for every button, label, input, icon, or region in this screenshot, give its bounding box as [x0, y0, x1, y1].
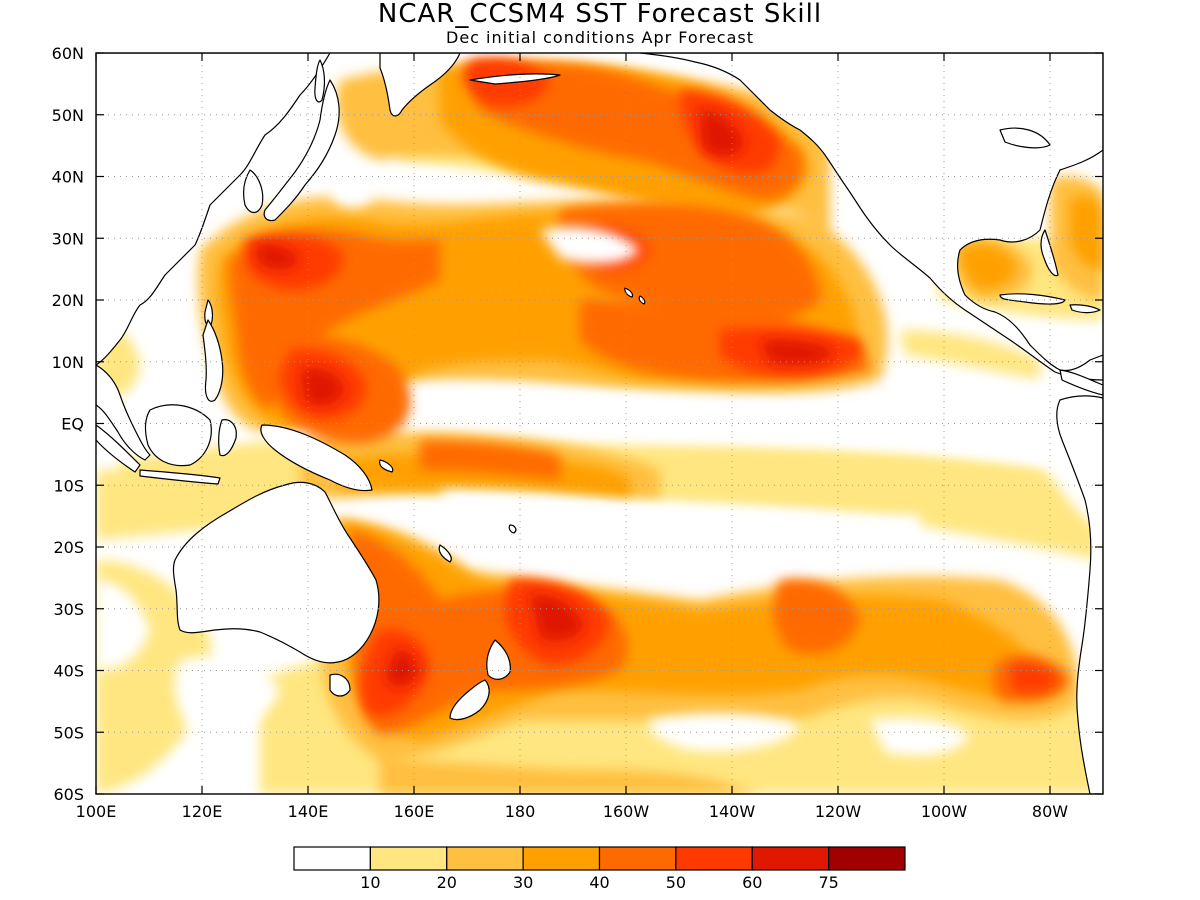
coastlines	[96, 53, 1103, 794]
legend-swatch-6	[751, 846, 830, 871]
legend-label-5: 60	[742, 873, 762, 892]
x-tick-label-3: 160E	[394, 802, 435, 821]
korea-landmass	[243, 169, 264, 214]
japan-islands	[263, 79, 340, 222]
y-tick-label-3: 30N	[52, 229, 84, 248]
x-tick-label-0: 100E	[76, 802, 117, 821]
new-caledonia-island	[438, 544, 452, 563]
legend-swatch-5	[675, 846, 753, 871]
solomon-islands	[379, 459, 394, 473]
new-zealand-south-island	[449, 679, 490, 721]
sulawesi-island	[218, 419, 237, 457]
aleutian-islands	[469, 73, 561, 85]
legend-swatch-3	[522, 846, 601, 871]
legend-swatch-7	[828, 846, 906, 871]
y-tick-label-2: 40N	[52, 168, 84, 187]
x-tick-label-7: 120W	[815, 802, 862, 821]
y-axis: 60N 50N 40N 30N 20N 10N EQ 10S 20S 30S 40S 50S 60S	[52, 44, 1103, 804]
central-america-landmass	[1059, 369, 1103, 396]
legend-swatch-1	[369, 846, 448, 871]
y-tick-label-1: 50N	[52, 106, 84, 125]
y-tick-label-6: EQ	[61, 415, 84, 434]
x-tick-label-9: 80W	[1032, 802, 1068, 821]
legend-label-0: 10	[360, 873, 380, 892]
sakhalin-island	[314, 59, 326, 103]
north-america-landmass	[639, 53, 1103, 381]
y-tick-label-10: 40S	[53, 662, 84, 681]
new-zealand-north-island	[486, 639, 511, 680]
legend-label-3: 40	[589, 873, 609, 892]
cuba-island	[999, 293, 1066, 305]
x-axis: 100E 120E 140E 160E 180 160W 140W 120W 100W 80W	[76, 53, 1068, 821]
legend-label-1: 20	[437, 873, 457, 892]
x-tick-label-4: 180	[505, 802, 536, 821]
y-tick-label-7: 10S	[53, 476, 84, 495]
australia-landmass	[172, 481, 380, 664]
asia-landmass	[96, 53, 331, 366]
legend-swatch-0	[293, 846, 371, 871]
skill-level-60-75	[255, 110, 835, 687]
kamchatka-peninsula	[379, 53, 461, 117]
tasmania-island	[329, 673, 351, 697]
new-guinea-island	[260, 424, 373, 492]
x-tick-label-2: 140E	[288, 802, 329, 821]
legend-swatch-4	[598, 846, 677, 871]
philippine-islands	[202, 319, 224, 402]
y-tick-label-5: 10N	[52, 353, 84, 372]
legend-label-4: 50	[666, 873, 686, 892]
legend-label-2: 30	[513, 873, 533, 892]
page-title: NCAR_CCSM4 SST Forecast Skill	[377, 0, 823, 29]
borneo-island	[144, 404, 212, 467]
java-island	[139, 469, 221, 485]
x-tick-label-8: 100W	[921, 802, 968, 821]
x-tick-label-1: 120E	[182, 802, 223, 821]
x-tick-label-6: 140W	[709, 802, 756, 821]
page-subtitle: Dec initial conditions Apr Forecast	[446, 28, 754, 47]
legend: 10 20 30 40 50 60 75	[293, 846, 906, 892]
legend-swatch-2	[446, 846, 524, 871]
low-skill-regions	[96, 175, 1103, 756]
legend-label-6: 75	[818, 873, 838, 892]
y-tick-label-0: 60N	[52, 44, 84, 63]
y-tick-label-11: 50S	[53, 723, 84, 742]
indochina-landmass	[96, 364, 151, 461]
florida-peninsula	[1040, 229, 1059, 277]
y-tick-label-12: 60S	[53, 785, 84, 804]
y-tick-label-8: 20S	[53, 538, 84, 557]
y-tick-label-4: 20N	[52, 291, 84, 310]
hawaii-islands	[624, 287, 646, 305]
sumatra-island	[96, 424, 141, 473]
y-tick-label-9: 30S	[53, 600, 84, 619]
hispaniola-island	[1069, 304, 1101, 314]
x-tick-label-5: 160W	[603, 802, 650, 821]
arctic-island	[999, 127, 1051, 149]
fiji-islands	[508, 524, 517, 534]
